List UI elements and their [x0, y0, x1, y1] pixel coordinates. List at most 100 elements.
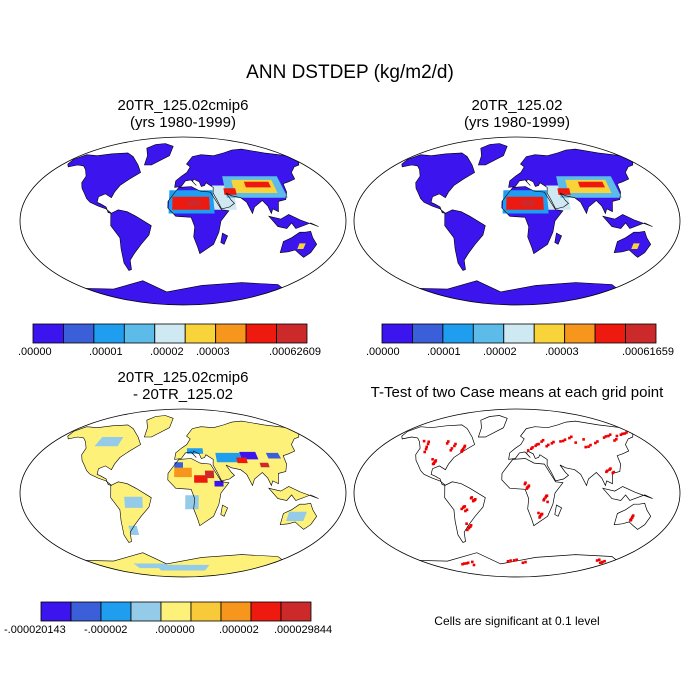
eurasia-outline — [508, 420, 634, 487]
significant-cell — [574, 441, 577, 444]
significant-cell — [463, 445, 466, 449]
diff-title-line1: 20TR_125.02cmip6 — [117, 369, 249, 386]
significant-cell — [589, 443, 592, 447]
arabia-fill — [213, 465, 235, 481]
significant-cell — [537, 511, 540, 515]
diff-patch — [133, 563, 169, 569]
madagascar-outline — [554, 504, 563, 517]
case2-cbar-label-3: .00003 — [545, 346, 579, 358]
significant-cell — [527, 484, 531, 487]
significant-cell — [602, 436, 606, 439]
significant-cell — [447, 440, 450, 443]
significant-cell — [521, 561, 525, 565]
eurasia-coast — [174, 148, 300, 215]
madagascar-coast — [554, 232, 562, 245]
significant-cell — [612, 470, 615, 474]
significant-cell — [631, 515, 634, 519]
significant-cell — [465, 562, 468, 565]
case2-cbar-label-2: .00002 — [483, 346, 517, 358]
significant-cell — [422, 439, 426, 443]
case1-cbar-label-4: .00062609 — [269, 346, 321, 358]
significant-cell — [512, 559, 516, 562]
dust-peak — [521, 200, 535, 207]
diff-patch — [215, 452, 243, 463]
significant-cell — [534, 444, 537, 448]
colorbar-swatch — [280, 601, 312, 622]
case1-title: 20TR_125.02cmip6 (yrs 1980-1999) — [18, 97, 348, 131]
significant-cell — [425, 445, 428, 449]
significant-cell — [426, 442, 430, 446]
significant-cell — [541, 439, 545, 442]
case2-cbar-label-1: .00001 — [427, 346, 461, 358]
colorbar-swatch — [276, 323, 308, 344]
colorbar-swatch — [594, 323, 626, 344]
indonesia — [268, 486, 319, 501]
significant-cell — [531, 446, 534, 449]
antarctica — [410, 280, 620, 305]
eurasia-coast — [174, 420, 300, 487]
north-america-outline — [401, 424, 476, 486]
case1-cbar-label-2: .00002 — [150, 346, 184, 358]
colorbar-swatch — [215, 323, 247, 344]
colorbar-swatch — [160, 601, 192, 622]
diff-patch — [220, 561, 247, 565]
diff-patch — [128, 525, 140, 535]
significant-cell — [466, 561, 470, 565]
diff-patch — [174, 467, 192, 478]
significant-cell — [509, 559, 512, 562]
north-america — [67, 152, 141, 214]
significant-cell — [431, 458, 434, 461]
case2-title-line1: 20TR_125.02 — [471, 97, 563, 114]
significant-cell — [546, 500, 549, 504]
significant-cell — [545, 494, 548, 498]
ttest-map — [353, 408, 681, 578]
south-america-coast — [110, 209, 152, 271]
greenland — [144, 415, 174, 437]
significant-cell — [631, 514, 635, 517]
significant-cell — [625, 431, 628, 434]
diff-patch — [156, 564, 210, 571]
map-layers — [401, 415, 653, 577]
page-title: ANN DSTDEP (kg/m2/d) — [246, 62, 454, 83]
significant-cell — [582, 438, 585, 441]
diff-map — [19, 408, 347, 578]
significant-cell — [615, 438, 618, 441]
colorbar-swatch — [123, 323, 156, 344]
significant-cell — [543, 497, 546, 501]
case1-cbar-label-3: .00003 — [196, 346, 230, 358]
significant-cell — [460, 449, 464, 452]
case2-title-line2: (yrs 1980-1999) — [464, 114, 570, 131]
australia-coast — [613, 230, 652, 258]
greenland-coast — [143, 415, 174, 438]
significant-cell — [559, 440, 562, 443]
indonesia-coast — [268, 486, 319, 501]
significant-cell — [524, 481, 527, 485]
diff-colorbar — [40, 601, 312, 622]
significant-cell — [462, 562, 466, 565]
significant-cell — [604, 435, 608, 438]
significant-cell — [584, 445, 587, 449]
colorbar-swatch — [411, 323, 444, 344]
significant-cell — [506, 560, 510, 563]
case1-title-line1: 20TR_125.02cmip6 — [117, 97, 249, 114]
case2-map — [353, 136, 681, 306]
significant-cell — [538, 515, 542, 518]
significant-cell — [552, 440, 555, 444]
significant-cell — [526, 449, 530, 452]
greenland-outline — [477, 415, 508, 438]
diff-cbar-label-0: -.000020143 — [4, 624, 66, 636]
colorbar-swatch — [40, 601, 72, 622]
colorbar-swatch — [32, 323, 64, 344]
diff-patch — [265, 452, 281, 459]
antarctica-coast — [410, 280, 620, 305]
significant-cell — [465, 508, 469, 512]
africa-coast — [167, 186, 230, 255]
dust-source — [577, 181, 605, 188]
australia-dust — [631, 243, 640, 249]
north-america-coast — [67, 424, 141, 486]
indonesia-coast — [602, 214, 653, 229]
australia — [280, 231, 317, 258]
diff-patch — [236, 457, 248, 464]
significant-cell — [609, 467, 612, 470]
madagascar — [220, 505, 228, 517]
